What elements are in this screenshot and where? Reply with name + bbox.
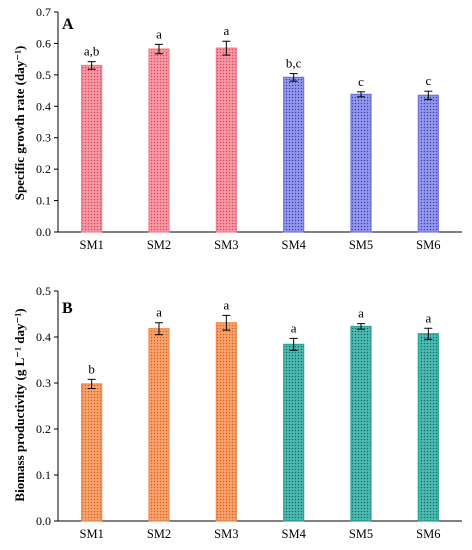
x-tick-label-sm6: SM6: [416, 238, 440, 252]
significance-label-sm1: b: [88, 361, 95, 376]
x-tick-label-sm3: SM3: [214, 238, 238, 252]
y-tick-label: 0.5: [36, 68, 51, 82]
bar-sm3: [215, 47, 237, 233]
y-tick-label: 0.0: [36, 225, 51, 239]
panel-label-a: A: [62, 16, 74, 33]
bar-sm3: [215, 322, 237, 522]
significance-label-sm4: a: [291, 320, 297, 335]
significance-label-sm6: c: [425, 73, 431, 88]
y-tick-label: 0.4: [36, 330, 51, 344]
y-axis-title-a: Specific growth rate (day⁻¹): [12, 46, 27, 201]
x-tick-label-sm1: SM1: [80, 238, 104, 252]
y-tick-label: 0.7: [36, 5, 51, 19]
bar-sm5: [350, 93, 372, 233]
x-tick-label-sm1: SM1: [80, 527, 104, 541]
y-tick-label: 0.6: [36, 36, 51, 50]
x-tick-label-sm2: SM2: [147, 238, 171, 252]
bar-sm6: [417, 333, 439, 522]
y-tick-label: 0.4: [36, 99, 51, 113]
panel-label-b: B: [62, 300, 73, 317]
y-tick-label: 0.3: [36, 131, 51, 145]
x-tick-label-sm3: SM3: [214, 527, 238, 541]
bar-sm1: [81, 383, 103, 522]
significance-label-sm5: a: [358, 306, 364, 321]
bar-sm4: [283, 76, 305, 233]
significance-label-sm5: c: [358, 74, 364, 89]
bar-sm1: [81, 64, 103, 233]
significance-label-sm2: a: [156, 26, 162, 41]
x-tick-label-sm4: SM4: [282, 238, 307, 252]
x-tick-label-sm6: SM6: [416, 527, 440, 541]
significance-label-sm6: a: [425, 310, 431, 325]
panel-b: B Biomass productivity (g L⁻¹ day⁻¹) 0.0…: [12, 284, 462, 541]
significance-label-sm2: a: [156, 305, 162, 320]
significance-label-sm4: b,c: [286, 56, 302, 71]
y-tick-label: 0.3: [36, 376, 51, 390]
y-tick-label: 0.5: [36, 284, 51, 298]
bar-sm2: [148, 328, 170, 522]
panel-a: A Specific growth rate (day⁻¹) 0.0 0.1 0.2…: [12, 5, 462, 252]
y-tick-label: 0.1: [36, 194, 51, 208]
bar-sm4: [283, 343, 305, 522]
significance-label-sm3: a: [223, 23, 229, 38]
y-tick-label: 0.1: [36, 468, 51, 482]
y-tick-label: 0.2: [36, 422, 51, 436]
x-tick-label-sm4: SM4: [282, 527, 307, 541]
bar-sm6: [417, 94, 439, 233]
y-tick-label: 0.2: [36, 162, 51, 176]
x-tick-label-sm2: SM2: [147, 527, 171, 541]
x-tick-label-sm5: SM5: [349, 238, 373, 252]
y-axis-title-b: Biomass productivity (g L⁻¹ day⁻¹): [12, 308, 27, 501]
y-tick-label: 0.0: [36, 514, 51, 528]
significance-label-sm1: a,b: [84, 44, 100, 59]
bar-sm5: [350, 325, 372, 522]
significance-label-sm3: a: [223, 297, 229, 312]
x-tick-label-sm5: SM5: [349, 527, 373, 541]
bar-sm2: [148, 48, 170, 233]
